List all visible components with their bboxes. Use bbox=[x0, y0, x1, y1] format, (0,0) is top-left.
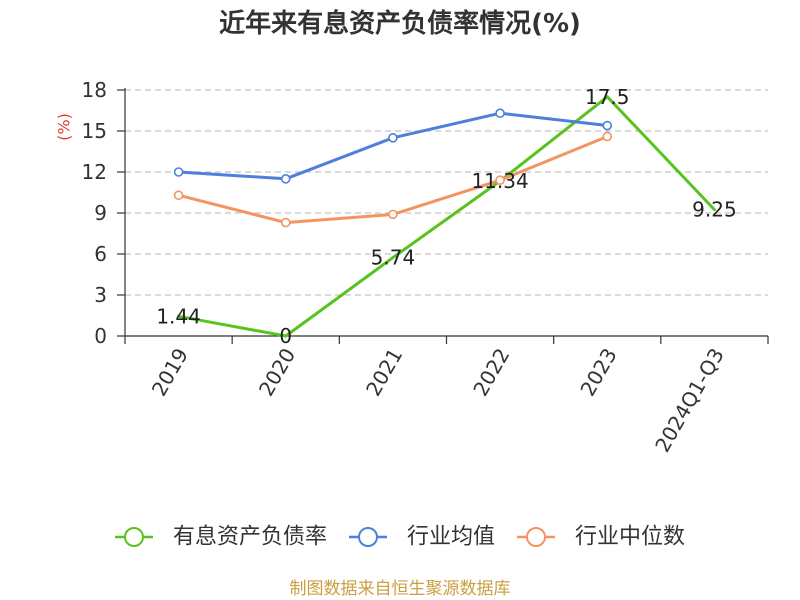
y-tick-label: 18 bbox=[82, 78, 107, 102]
series-3 bbox=[173, 131, 613, 228]
x-tick-label: 2024Q1-Q3 bbox=[650, 344, 729, 456]
legend-label: 有息资产负债率 bbox=[173, 525, 327, 550]
data-point bbox=[173, 190, 184, 201]
x-tick-label: 2021 bbox=[361, 344, 407, 400]
data-point bbox=[495, 108, 505, 119]
data-label: 0 bbox=[279, 324, 292, 348]
x-tick-label: 2023 bbox=[575, 344, 621, 400]
series-1 bbox=[177, 95, 716, 338]
series-2 bbox=[173, 108, 613, 184]
series-line bbox=[177, 95, 716, 338]
data-point bbox=[388, 133, 398, 143]
legend-marker-icon bbox=[358, 527, 378, 547]
legend-item-2: 行业均值 bbox=[349, 525, 495, 550]
data-point bbox=[388, 209, 398, 220]
data-label: 11.34 bbox=[471, 169, 528, 193]
legend-marker-icon bbox=[526, 527, 546, 547]
gridlines bbox=[125, 89, 768, 296]
series-lines bbox=[173, 95, 716, 338]
y-axis-label: (%) bbox=[55, 113, 74, 141]
legend-marker-icon bbox=[124, 527, 144, 547]
data-label: 17.5 bbox=[585, 85, 630, 109]
data-label: 5.74 bbox=[371, 246, 416, 270]
data-label: 1.44 bbox=[156, 304, 201, 328]
y-tick-label: 6 bbox=[94, 242, 107, 266]
data-labels: 1.44 0 5.74 11.34 17.5 9.25 bbox=[156, 85, 736, 348]
y-tick-label: 12 bbox=[82, 160, 107, 184]
y-tick-label: 0 bbox=[94, 324, 107, 348]
x-tick-label: 2019 bbox=[147, 344, 193, 400]
y-tick-label: 3 bbox=[94, 283, 107, 307]
data-point bbox=[280, 217, 291, 228]
legend-label: 行业中位数 bbox=[575, 525, 685, 550]
data-point bbox=[173, 167, 184, 177]
legend-item-3: 行业中位数 bbox=[517, 525, 685, 550]
data-point bbox=[602, 120, 613, 131]
y-tick-label: 9 bbox=[94, 201, 107, 225]
data-label: 9.25 bbox=[692, 198, 737, 222]
y-tick-label: 15 bbox=[82, 119, 107, 143]
legend-item-1: 有息资产负债率 bbox=[115, 525, 327, 550]
legend-label: 行业均值 bbox=[407, 525, 495, 550]
chart-title: 近年来有息资产负债率情况(%) bbox=[219, 8, 581, 39]
x-tick-label: 2022 bbox=[468, 344, 514, 400]
source-note: 制图数据来自恒生聚源数据库 bbox=[290, 579, 511, 599]
data-point bbox=[495, 175, 505, 185]
axes: 0 3 6 9 12 15 18 2019 2020 2021 2022 2023 2024Q1-Q3 bbox=[82, 78, 769, 456]
data-point bbox=[280, 174, 291, 184]
legend: 有息资产负债率 行业均值 行业中位数 bbox=[115, 525, 685, 550]
data-point bbox=[602, 131, 613, 142]
x-tick-label: 2020 bbox=[254, 344, 300, 400]
